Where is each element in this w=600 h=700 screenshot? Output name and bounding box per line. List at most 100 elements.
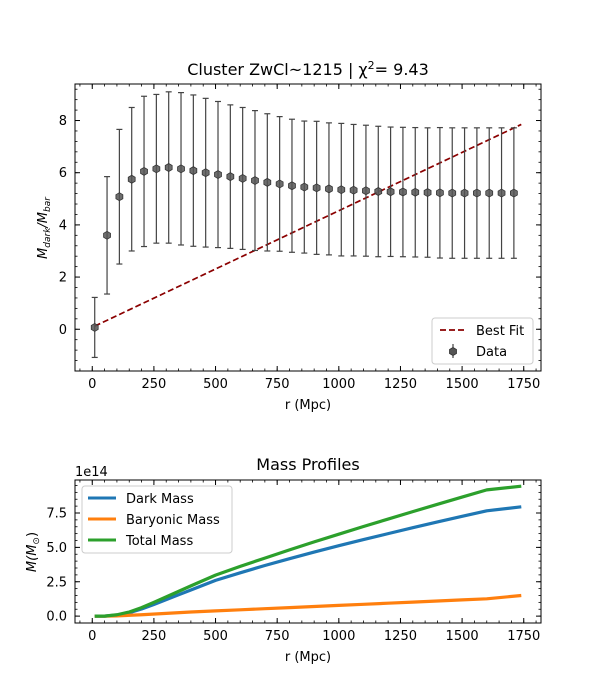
ratio-xtick-label: 1250 <box>384 377 417 392</box>
data-marker <box>226 172 235 182</box>
data-marker <box>201 168 210 178</box>
data-point <box>177 92 185 246</box>
data-point <box>189 94 198 247</box>
mass-ytick-label: 7.5 <box>46 507 67 522</box>
data-marker <box>300 182 309 192</box>
mass-chart-frame <box>74 479 542 624</box>
data-marker <box>386 187 395 197</box>
data-point <box>201 97 210 248</box>
ratio-chart: Cluster ZwCl~1215 | χ2= 9.43 0 250 500 750 1… <box>36 59 542 413</box>
ratio-xtick-label: 250 <box>141 377 166 392</box>
data-marker <box>325 184 333 194</box>
mass-ytick-label: 2.5 <box>46 575 67 590</box>
ratio-legend: Best Fit Data <box>431 317 534 365</box>
data-point <box>238 106 247 251</box>
data-marker <box>497 188 506 198</box>
mass-xtick-label: 750 <box>265 629 290 644</box>
mass-xtick-label: 500 <box>203 629 228 644</box>
data-point <box>127 106 136 252</box>
ratio-y-axis-label: Mdark/Mbar <box>36 196 53 259</box>
baryonic-mass-legend-label: Baryonic Mass <box>126 513 220 528</box>
data-point <box>164 91 173 244</box>
data-legend-marker <box>449 347 457 356</box>
data-marker <box>152 164 161 174</box>
data-marker <box>90 322 99 332</box>
ratio-chart-title: Cluster ZwCl~1215 | χ2= 9.43 <box>187 59 429 79</box>
data-marker <box>238 173 247 183</box>
mass-xtick-label: 1500 <box>446 629 479 644</box>
data-marker <box>214 170 222 180</box>
mass-offset-text: 1e14 <box>75 465 108 480</box>
data-point <box>90 296 99 359</box>
ratio-chart-frame <box>74 83 542 372</box>
mass-xtick-label: 250 <box>141 629 166 644</box>
mass-profiles-title: Mass Profiles <box>256 455 359 474</box>
data-point <box>374 125 383 258</box>
ratio-xtick-label: 1000 <box>322 377 355 392</box>
mass-y-axis-label: M(M⊙) <box>25 532 42 572</box>
data-marker <box>423 188 432 198</box>
mass-ytick-label: 0.0 <box>46 610 67 625</box>
data-point <box>226 104 235 249</box>
mass-xtick-label: 1750 <box>507 629 540 644</box>
data-point <box>140 95 148 248</box>
ratio-ytick-label: 8 <box>59 114 67 129</box>
data-point <box>115 128 124 265</box>
data-marker <box>510 188 518 198</box>
ratio-x-axis-label: r (Mpc) <box>285 398 331 413</box>
data-marker <box>177 164 185 174</box>
ratio-xtick-label: 0 <box>88 377 96 392</box>
data-point <box>399 126 407 258</box>
ratio-ytick-label: 6 <box>59 166 67 181</box>
mass-ytick-label: 5.0 <box>46 541 67 556</box>
ratio-ytick-label: 0 <box>59 323 67 338</box>
data-marker <box>349 185 358 195</box>
data-legend-label: Data <box>476 345 507 360</box>
data-point <box>337 122 346 257</box>
data-marker <box>263 177 272 187</box>
data-point <box>448 127 457 259</box>
data-marker <box>251 176 259 186</box>
data-point <box>497 127 506 259</box>
ratio-xtick-label: 500 <box>203 377 228 392</box>
data-point <box>436 126 444 259</box>
data-point <box>312 120 321 255</box>
total-mass-line <box>94 484 522 618</box>
data-point <box>214 100 222 249</box>
data-point <box>263 113 272 252</box>
data-marker <box>312 183 321 193</box>
data-marker <box>362 186 370 196</box>
data-point <box>251 110 259 252</box>
data-marker <box>189 166 198 176</box>
mass-xtick-label: 1000 <box>322 629 355 644</box>
mass-xtick-label: 1250 <box>384 629 417 644</box>
data-point <box>288 118 296 253</box>
data-marker <box>485 188 494 198</box>
data-marker <box>473 188 481 198</box>
data-point <box>300 120 309 254</box>
data-marker <box>337 185 346 195</box>
dark-mass-legend-label: Dark Mass <box>126 492 194 507</box>
best-fit-legend-label: Best Fit <box>476 324 524 339</box>
data-point <box>423 127 432 258</box>
data-point <box>411 126 420 258</box>
best-fit-line <box>94 123 522 327</box>
data-marker <box>374 187 383 196</box>
ratio-xtick-label: 1500 <box>446 377 479 392</box>
ratio-xtick-label: 1750 <box>507 377 540 392</box>
data-point <box>325 122 333 256</box>
data-point <box>485 127 494 259</box>
data-marker <box>288 181 296 191</box>
data-point <box>460 127 469 259</box>
data-marker <box>164 163 173 172</box>
data-marker <box>436 188 444 198</box>
data-marker <box>127 174 136 184</box>
ratio-ytick-label: 2 <box>59 271 67 286</box>
data-point <box>473 127 481 259</box>
mass-legend-box <box>81 485 233 554</box>
data-marker <box>411 187 420 197</box>
ratio-xtick-label: 750 <box>265 377 290 392</box>
mass-x-axis-label: r (Mpc) <box>285 650 331 665</box>
data-point <box>349 123 358 257</box>
data-point <box>103 176 111 295</box>
